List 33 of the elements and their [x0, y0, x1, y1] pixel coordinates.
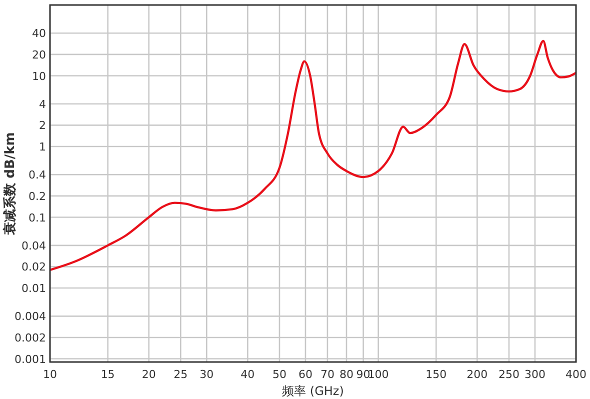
y-tick-label: 0.4	[28, 168, 46, 182]
y-tick-label: 0.004	[14, 310, 46, 324]
x-tick-label: 80	[340, 368, 354, 381]
y-tick-label: 0.02	[22, 260, 46, 274]
y-tick-label: 10	[32, 70, 46, 83]
y-tick-label: 0.002	[14, 331, 46, 344]
x-tick-label: 20	[142, 368, 156, 381]
y-tick-label: 40	[32, 27, 46, 40]
y-tick-label: 1	[39, 140, 46, 154]
y-tick-label: 20	[32, 48, 46, 62]
y-tick-label: 0.2	[28, 190, 46, 203]
x-tick-label: 50	[272, 368, 286, 381]
x-axis-title: 频率 (GHz)	[282, 384, 344, 398]
x-tick-label: 40	[240, 368, 255, 381]
y-tick-label: 0.01	[22, 282, 46, 296]
x-tick-label: 30	[200, 368, 214, 381]
y-tick-label: 2	[39, 119, 46, 132]
x-tick-label: 70	[320, 368, 334, 381]
x-tick-label: 25	[174, 368, 188, 381]
y-tick-label: 0.1	[28, 211, 46, 224]
x-tick-label: 90	[356, 368, 370, 381]
x-tick-label: 400	[566, 368, 586, 381]
x-tick-label: 150	[426, 368, 447, 381]
x-tick-label: 60	[298, 368, 312, 381]
x-tick-label: 15	[100, 368, 115, 381]
y-tick-label: 4	[39, 98, 46, 111]
x-tick-label: 250	[498, 368, 520, 381]
y-tick-label: 0.001	[14, 352, 46, 366]
x-tick-label: 200	[466, 368, 488, 381]
y-axis-title: 衰减系数 dB/km	[2, 132, 18, 236]
y-tick-label: 0.04	[22, 239, 46, 252]
x-tick-label: 300	[524, 368, 546, 381]
x-tick-label: 100	[368, 368, 389, 381]
